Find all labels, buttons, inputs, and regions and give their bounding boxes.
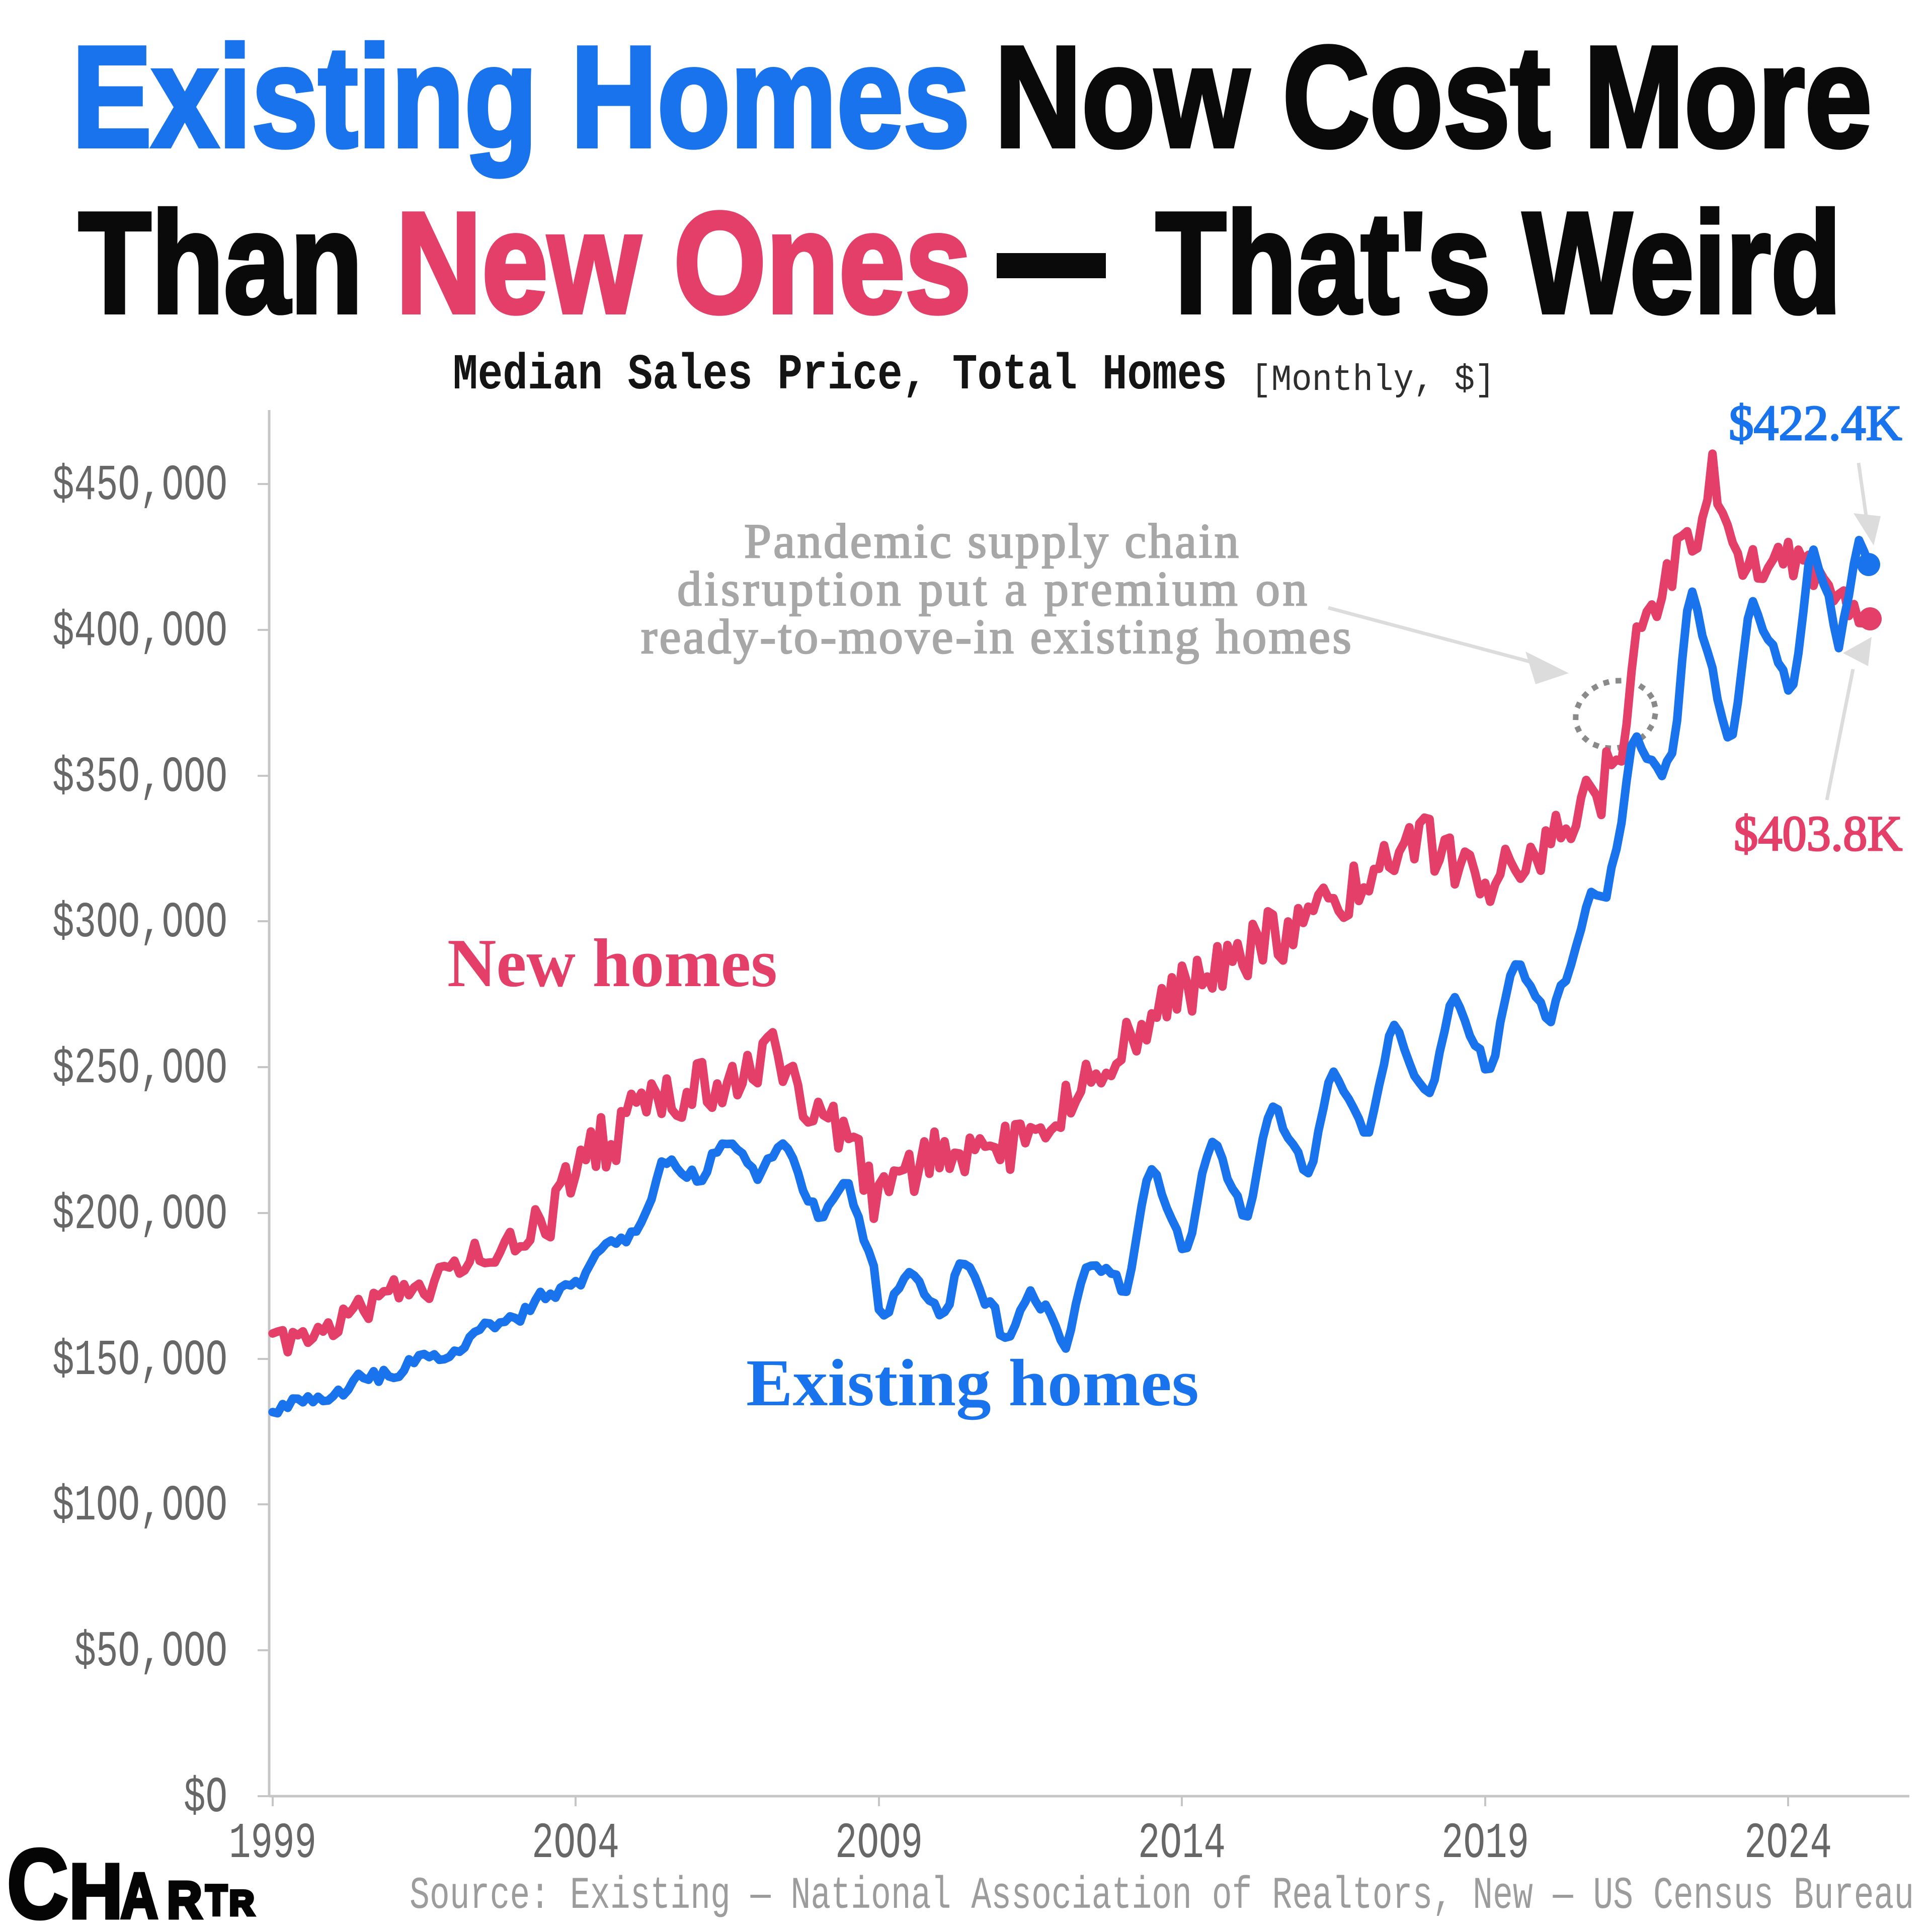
- svg-text:$15O,OOO: $15O,OOO: [52, 1333, 227, 1390]
- svg-text:Now Cost More: Now Cost More: [995, 16, 1872, 177]
- svg-text:Median Sales Price, Total Home: Median Sales Price, Total Homes: [453, 347, 1227, 404]
- svg-text:Than New Ones: Than New Ones: [78, 182, 971, 343]
- svg-text:$403.8K: $403.8K: [1734, 806, 1902, 861]
- svg-text:$3OO,OOO: $3OO,OOO: [52, 895, 227, 952]
- svg-text:Existing Homes: Existing Homes: [72, 16, 970, 178]
- svg-text:$4OO,OOO: $4OO,OOO: [52, 604, 227, 661]
- svg-text:2O19: 2O19: [1441, 1816, 1529, 1873]
- svg-text:R: R: [229, 1884, 254, 1922]
- svg-text:A: A: [121, 1861, 158, 1932]
- svg-text:Existing homes: Existing homes: [746, 1346, 1199, 1420]
- svg-text:1999: 1999: [229, 1816, 316, 1873]
- svg-text:$45O,OOO: $45O,OOO: [52, 458, 227, 515]
- svg-text:ready-to-move-in existing home: ready-to-move-in existing homes: [641, 610, 1351, 664]
- svg-text:2OO9: 2OO9: [835, 1816, 923, 1873]
- svg-text:$O: $O: [184, 1770, 227, 1827]
- svg-text:disruption put a premium on: disruption put a premium on: [677, 562, 1307, 616]
- svg-text:T: T: [206, 1877, 227, 1924]
- svg-text:Source: Existing — National As: Source: Existing — National Association …: [410, 1870, 1914, 1921]
- svg-text:C: C: [7, 1828, 68, 1932]
- svg-text:$35O,OOO: $35O,OOO: [52, 750, 227, 807]
- svg-text:New homes: New homes: [447, 925, 777, 1001]
- svg-text:2OO4: 2OO4: [532, 1816, 619, 1873]
- svg-text:$1OO,OOO: $1OO,OOO: [52, 1478, 227, 1535]
- svg-text:$2OO,OOO: $2OO,OOO: [52, 1187, 227, 1244]
- svg-text:That's Weird: That's Weird: [1156, 182, 1841, 343]
- svg-text:H: H: [69, 1847, 123, 1932]
- svg-text:$422.4K: $422.4K: [1729, 395, 1902, 451]
- svg-text:Pandemic supply chain: Pandemic supply chain: [744, 514, 1239, 568]
- svg-text:2O24: 2O24: [1744, 1816, 1832, 1873]
- svg-text:[Monthly, $]: [Monthly, $]: [1251, 360, 1495, 401]
- svg-text:R: R: [167, 1872, 202, 1929]
- svg-text:$25O,OOO: $25O,OOO: [52, 1041, 227, 1098]
- svg-text:$5O,OOO: $5O,OOO: [74, 1624, 227, 1681]
- svg-text:2O14: 2O14: [1138, 1816, 1226, 1873]
